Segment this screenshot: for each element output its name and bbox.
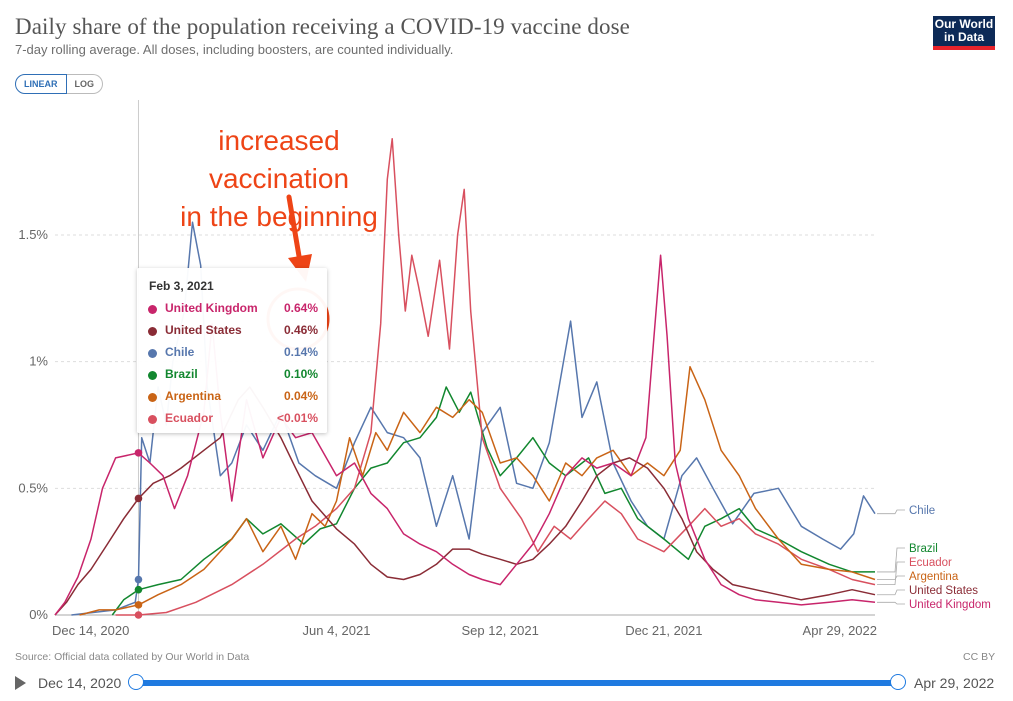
timeline-end-label: Apr 29, 2022 xyxy=(914,675,995,691)
annotation-text: increased vaccination in the beginning xyxy=(150,122,408,236)
label-connector xyxy=(877,575,905,580)
annotation-arrow xyxy=(286,194,303,265)
series-dot xyxy=(148,371,157,380)
tooltip-row: Argentina 0.04% xyxy=(148,389,318,407)
logo-line-1: Our World xyxy=(934,17,994,31)
logo-line-2: in Data xyxy=(943,30,984,44)
series-end-label: Argentina xyxy=(909,571,959,583)
tooltip-series-name: Brazil xyxy=(165,367,198,381)
tooltip-series-name: Ecuador xyxy=(165,411,214,425)
play-icon[interactable] xyxy=(15,676,26,690)
tooltip-row: United States 0.46% xyxy=(148,323,318,341)
timeline-track[interactable] xyxy=(135,680,898,686)
tooltip-series-name: United States xyxy=(165,323,242,337)
annotation-line-1: increased vaccination xyxy=(208,125,350,194)
x-tick-label: Dec 21, 2021 xyxy=(625,623,702,638)
label-connector xyxy=(877,589,905,596)
scale-toggle: LINEAR LOG xyxy=(15,74,103,94)
series-marker xyxy=(134,575,143,584)
series-line xyxy=(115,137,876,616)
series-marker xyxy=(134,585,143,594)
tooltip-series-value: 0.04% xyxy=(283,389,318,403)
label-connector xyxy=(877,547,905,573)
y-tick-label: 0% xyxy=(29,607,48,622)
chart-title: Daily share of the population receiving … xyxy=(15,14,630,39)
label-connector xyxy=(877,509,905,515)
series-marker xyxy=(134,449,143,457)
timeline-end-handle[interactable] xyxy=(890,674,906,690)
chart-subtitle: 7-day rolling average. All doses, includ… xyxy=(15,42,454,57)
annotation-line-2: in the beginning xyxy=(180,201,378,232)
linear-scale-button[interactable]: LINEAR xyxy=(15,74,67,94)
tooltip-series-value: 0.14% xyxy=(283,345,318,359)
tooltip-row: Brazil 0.10% xyxy=(148,367,318,385)
tooltip-series-value: 0.64% xyxy=(283,301,318,315)
series-dot xyxy=(148,415,157,424)
tooltip-series-value: 0.10% xyxy=(283,367,318,381)
series-marker xyxy=(134,494,143,503)
x-tick-label: Dec 14, 2020 xyxy=(52,623,129,638)
tooltip-series-value: <0.01% xyxy=(276,411,318,425)
tooltip-row: United Kingdom 0.64% xyxy=(148,301,318,319)
series-end-label: Ecuador xyxy=(909,557,952,569)
series-end-label: United States xyxy=(909,585,978,597)
tooltip-row: Ecuador <0.01% xyxy=(148,411,318,429)
tooltip-series-name: United Kingdom xyxy=(165,301,258,315)
owid-logo[interactable]: Our World in Data xyxy=(933,16,995,50)
x-tick-label: Sep 12, 2021 xyxy=(462,623,539,638)
series-dot xyxy=(148,327,157,336)
series-line xyxy=(54,386,876,616)
series-dot xyxy=(148,393,157,402)
tooltip-series-value: 0.46% xyxy=(283,323,318,337)
label-connector xyxy=(877,561,905,585)
license-note[interactable]: CC BY xyxy=(963,651,996,663)
y-tick-label: 1.5% xyxy=(18,227,48,242)
series-end-label: Chile xyxy=(909,505,935,517)
series-line xyxy=(54,254,876,616)
series-marker xyxy=(134,601,143,609)
label-connector xyxy=(877,601,905,605)
tooltip-series-name: Argentina xyxy=(165,389,222,403)
timeline-start-handle[interactable] xyxy=(128,674,144,690)
x-tick-label: Jun 4, 2021 xyxy=(303,623,371,638)
timeline-start-label: Dec 14, 2020 xyxy=(38,675,122,691)
log-scale-button[interactable]: LOG xyxy=(66,74,103,94)
series-end-label: Brazil xyxy=(909,543,938,555)
hover-tooltip: Feb 3, 2021 United Kingdom 0.64% United … xyxy=(137,268,327,433)
tooltip-date: Feb 3, 2021 xyxy=(149,279,214,293)
tooltip-row: Chile 0.14% xyxy=(148,345,318,363)
series-line xyxy=(79,365,876,616)
y-tick-label: 0.5% xyxy=(18,480,48,495)
series-marker xyxy=(134,611,143,619)
tooltip-series-name: Chile xyxy=(165,345,195,359)
source-note[interactable]: Source: Official data collated by Our Wo… xyxy=(15,651,250,663)
series-dot xyxy=(148,349,157,358)
x-tick-label: Apr 29, 2022 xyxy=(803,623,877,638)
y-tick-label: 1% xyxy=(29,354,48,369)
series-dot xyxy=(148,305,157,314)
series-end-label: United Kingdom xyxy=(909,599,991,611)
